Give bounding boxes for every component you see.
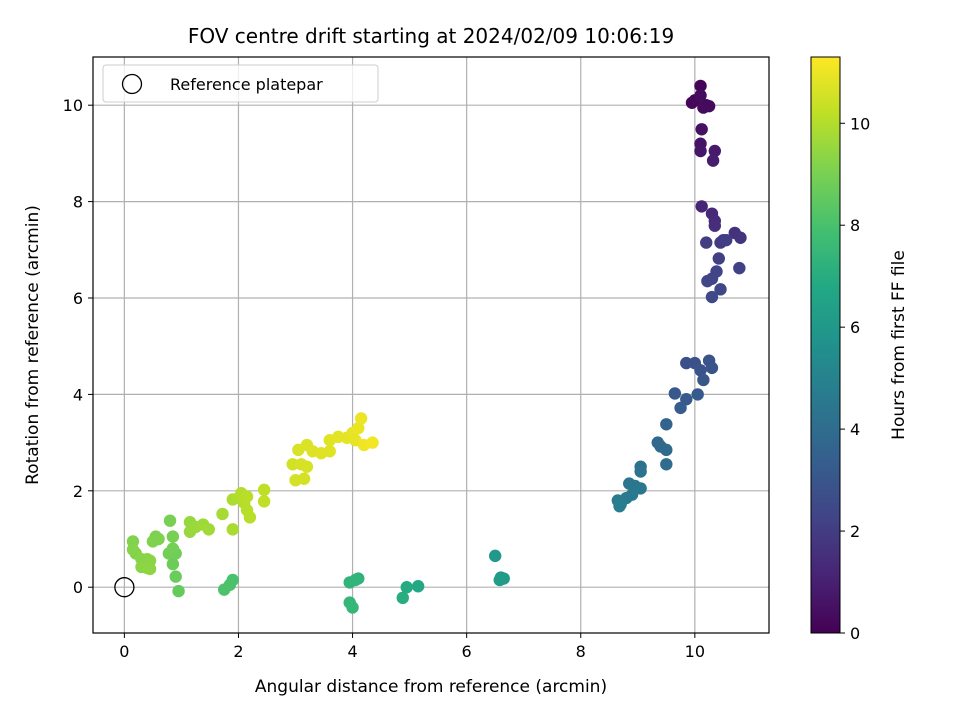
y-tick-label: 0 [73,578,83,597]
data-point [166,557,180,571]
legend: Reference platepar [102,64,379,103]
data-point [720,233,733,247]
data-point [366,436,379,449]
data-point [286,458,299,471]
data-point [701,274,714,288]
data-point [733,261,746,275]
data-point [143,562,157,576]
y-tick-label: 10 [63,96,83,115]
data-point [146,535,160,548]
data-point [694,144,707,158]
data-point [660,418,673,431]
legend-box [102,64,379,103]
x-tick-label: 2 [233,642,243,661]
data-point [216,507,229,521]
x-tick-label: 0 [119,642,129,661]
data-point [352,421,365,435]
x-tick-label: 4 [347,642,357,661]
data-point [694,89,707,102]
colorbar-tick-label: 6 [850,318,860,337]
colorbar-tick-label: 10 [850,114,870,133]
data-point [297,472,311,485]
colorbar-ticks: 0 2 4 6 8 10 [840,114,870,643]
data-point [695,200,708,213]
colorbar [810,56,841,634]
colorbar-tick-label: 0 [850,624,860,643]
data-point [705,290,719,304]
data-point [257,483,271,497]
data-point [695,123,708,136]
colorbar-tick-label: 8 [850,216,860,235]
x-axis-label: Angular distance from reference (arcmin) [255,677,607,697]
data-point [411,580,425,593]
legend-marker-reference [121,73,143,95]
data-point [166,542,180,555]
data-point [700,236,713,249]
data-point [712,252,725,265]
x-tick-label: 8 [576,642,586,661]
data-point [634,482,647,495]
y-tick-label: 8 [73,193,83,212]
data-point [613,500,626,513]
plot-frame [92,56,770,634]
data-point [691,388,704,401]
data-point [243,511,257,524]
y-tick-label: 2 [73,482,83,501]
data-point [172,584,185,598]
data-point [734,231,747,244]
data-point [706,154,720,167]
data-point [202,523,216,536]
data-point [697,373,710,387]
data-point [169,570,182,583]
data-point [257,495,271,508]
y-tick-label: 6 [73,289,83,308]
data-point [240,490,254,503]
y-axis-label: Rotation from reference (arcmin) [23,205,43,485]
data-point [300,460,314,473]
chart-title: FOV centre drift starting at 2024/02/09 … [188,24,674,48]
data-point [493,573,506,587]
data-point [396,591,409,605]
data-point [668,387,682,400]
reference-point-marker [114,577,135,598]
x-axis-ticks: 0 2 4 6 8 10 [119,633,705,661]
data-point [660,458,673,471]
data-point [660,443,673,457]
data-point [218,583,231,596]
data-point [354,412,368,425]
data-point [680,356,693,370]
x-tick-label: 6 [462,642,472,661]
x-tick-label: 10 [685,642,705,661]
data-points [114,79,747,614]
data-point [166,530,180,543]
legend-entry-reference: Reference platepar [170,75,323,94]
y-axis-ticks: 0 2 4 6 8 10 [63,96,93,597]
data-point [323,445,336,458]
data-point [349,573,362,587]
data-point [346,601,359,614]
data-point [685,96,699,109]
data-point [163,514,177,527]
data-point [226,523,239,536]
data-point [674,401,687,415]
colorbar-label: Hours from first FF file [889,250,909,440]
data-point [488,549,502,563]
grid [93,57,769,633]
data-point [708,219,722,232]
data-point [714,283,727,296]
colorbar-tick-label: 2 [850,522,860,541]
data-point [705,361,719,375]
data-point [634,465,647,478]
data-point [400,581,413,594]
data-point [694,364,707,377]
colorbar-tick-label: 4 [850,420,860,439]
data-point [694,79,707,93]
data-point [708,144,722,158]
y-tick-label: 4 [73,385,83,404]
data-point [697,101,710,114]
